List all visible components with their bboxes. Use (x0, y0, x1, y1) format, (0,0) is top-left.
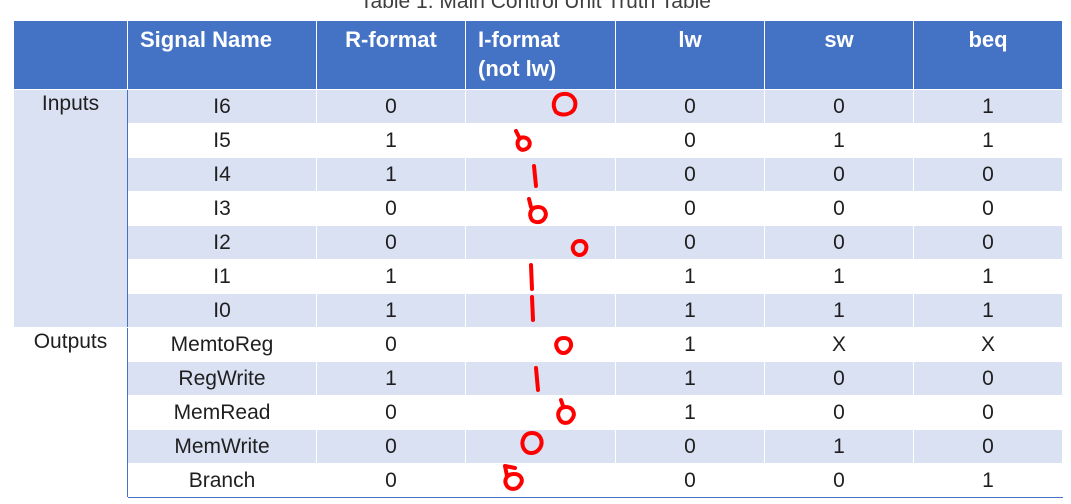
header-r-format: R-format (316, 20, 466, 90)
sw-value: 0 (764, 463, 914, 498)
lw-value: 0 (615, 225, 765, 260)
r-format-value: 1 (316, 123, 466, 158)
signal-name: I2 (127, 225, 317, 260)
lw-value: 1 (615, 293, 765, 328)
r-format-value: 1 (316, 259, 466, 294)
table-row: MemRead 0 1 0 0 (14, 395, 1063, 430)
table-row: I5 1 0 1 1 (14, 123, 1063, 158)
lw-value: 1 (615, 259, 765, 294)
truth-table: Signal Name R-format I-format (not lw) l… (13, 20, 1063, 498)
table-row: I3 0 0 0 0 (14, 191, 1063, 226)
beq-value: 1 (913, 123, 1063, 158)
beq-value: 0 (913, 361, 1063, 396)
table-row: MemWrite 0 0 1 0 (14, 429, 1063, 464)
r-format-value: 0 (316, 429, 466, 464)
table-row: Branch 0 0 0 1 (14, 463, 1063, 498)
lw-value: 0 (615, 123, 765, 158)
i-format-cell (465, 123, 616, 158)
i-format-cell (465, 157, 616, 192)
group-label-outputs: Outputs (13, 327, 128, 498)
beq-value: X (913, 327, 1063, 362)
lw-value: 0 (615, 157, 765, 192)
table-row: Outputs MemtoReg 0 1 X X (13, 327, 1063, 498)
signal-name: I4 (127, 157, 317, 192)
r-format-value: 0 (316, 395, 466, 430)
r-format-value: 1 (316, 293, 466, 328)
lw-value: 1 (615, 395, 765, 430)
header-sw: sw (764, 20, 914, 90)
i-format-cell (465, 361, 616, 396)
sw-value: 0 (764, 361, 914, 396)
signal-name: MemWrite (127, 429, 317, 464)
table-row: I4 1 0 0 0 (14, 157, 1063, 192)
i-format-cell (465, 225, 616, 260)
lw-value: 0 (615, 429, 765, 464)
sw-value: 1 (764, 259, 914, 294)
sw-value: 1 (764, 429, 914, 464)
lw-value: 0 (615, 463, 765, 498)
table-row: I0 1 1 1 1 (14, 293, 1063, 328)
signal-name: MemtoReg (127, 327, 317, 362)
i-format-cell (465, 293, 616, 328)
sw-value: 0 (764, 191, 914, 226)
sw-value: 0 (764, 225, 914, 260)
lw-value: 0 (615, 89, 765, 124)
r-format-value: 0 (316, 191, 466, 226)
r-format-value: 1 (316, 361, 466, 396)
lw-value: 1 (615, 361, 765, 396)
sw-value: 0 (764, 157, 914, 192)
i-format-cell (465, 463, 616, 498)
signal-name: RegWrite (127, 361, 317, 396)
signal-name: I1 (127, 259, 317, 294)
beq-value: 1 (913, 293, 1063, 328)
table-row: RegWrite 1 1 0 0 (14, 361, 1063, 396)
sw-value: X (764, 327, 914, 362)
r-format-value: 0 (316, 463, 466, 498)
signal-name: I0 (127, 293, 317, 328)
i-format-cell (465, 395, 616, 430)
signal-name: I6 (127, 89, 317, 124)
header-i-format: I-format (not lw) (465, 20, 616, 90)
table-caption: Table 1. Main Control Unit Truth Table (360, 0, 711, 13)
header-group (13, 20, 128, 90)
table-row: I1 1 1 1 1 (14, 259, 1063, 294)
r-format-value: 0 (316, 89, 466, 124)
beq-value: 1 (913, 89, 1063, 124)
header-i-format-line1: I-format (478, 27, 560, 52)
i-format-cell (465, 429, 616, 464)
beq-value: 0 (913, 157, 1063, 192)
i-format-cell (465, 191, 616, 226)
group-label-inputs: Inputs (13, 89, 128, 328)
header-i-format-line2: (not lw) (478, 56, 557, 81)
sw-value: 1 (764, 293, 914, 328)
header-signal-name: Signal Name (127, 20, 317, 90)
table-row: Inputs I6 0 0 0 1 (13, 89, 1063, 328)
header-beq: beq (913, 20, 1063, 90)
i-format-cell (465, 327, 616, 362)
i-format-cell (465, 259, 616, 294)
sw-value: 0 (764, 395, 914, 430)
beq-value: 1 (913, 259, 1063, 294)
signal-name: I5 (127, 123, 317, 158)
beq-value: 0 (913, 225, 1063, 260)
r-format-value: 0 (316, 225, 466, 260)
beq-value: 1 (913, 463, 1063, 498)
signal-name: MemRead (127, 395, 317, 430)
signal-name: Branch (127, 463, 317, 498)
header-row: Signal Name R-format I-format (not lw) l… (13, 20, 1063, 90)
beq-value: 0 (913, 395, 1063, 430)
beq-value: 0 (913, 191, 1063, 226)
sw-value: 1 (764, 123, 914, 158)
table-row: I2 0 0 0 0 (14, 225, 1063, 260)
lw-value: 1 (615, 327, 765, 362)
lw-value: 0 (615, 191, 765, 226)
beq-value: 0 (913, 429, 1063, 464)
r-format-value: 1 (316, 157, 466, 192)
i-format-cell (465, 89, 616, 124)
r-format-value: 0 (316, 327, 466, 362)
sw-value: 0 (764, 89, 914, 124)
signal-name: I3 (127, 191, 317, 226)
header-lw: lw (615, 20, 765, 90)
